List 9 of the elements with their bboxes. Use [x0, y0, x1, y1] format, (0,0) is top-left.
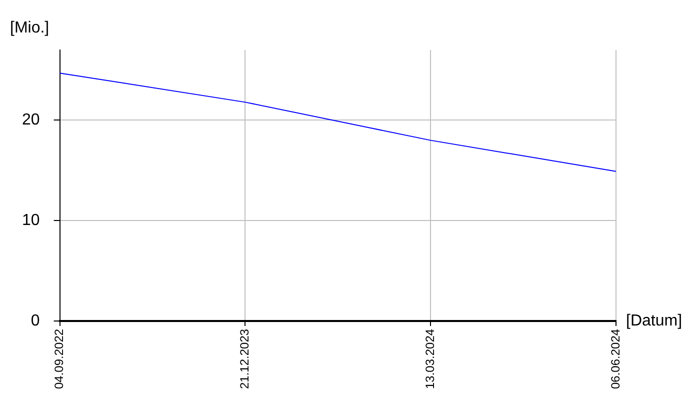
y-tick-label: 20 [22, 112, 40, 129]
y-tick-label: 0 [30, 312, 40, 330]
x-tick-label: 13.03.2024 [422, 328, 437, 390]
y-axis-title: [Mio.] [10, 19, 50, 36]
x-tick-label: 21.12.2023 [238, 328, 252, 390]
x-axis-title: [Datum] [626, 312, 682, 330]
x-tick-label: 04.09.2022 [52, 328, 66, 390]
y-tick-label: 10 [22, 212, 40, 229]
x-tick-label: 06.06.2024 [608, 328, 622, 390]
